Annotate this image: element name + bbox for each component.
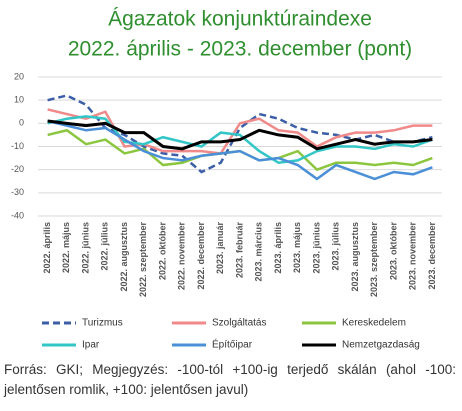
x-tick-label: 2023. május (292, 222, 302, 273)
footnote: Forrás: GKI; Megjegyzés: -100-tól +100-i… (4, 362, 456, 397)
y-tick-label: 10 (14, 95, 24, 105)
x-tick-label: 2022. augusztus (119, 222, 129, 292)
x-tick-label: 2023. július (331, 222, 341, 271)
y-tick-label: -10 (11, 141, 24, 151)
series-line (47, 119, 433, 181)
legend-label: Nemzetgazdaság (342, 340, 420, 351)
x-tick-label: 2022. december (196, 222, 206, 290)
x-tick-label: 2023. január (215, 222, 225, 275)
y-tick-label: 20 (14, 71, 24, 81)
x-tick-label: 2022. június (80, 222, 90, 274)
x-tick-label: 2022. szeptember (138, 222, 148, 298)
chart-subtitle: 2022. április - 2023. december (pont) (68, 38, 412, 61)
x-tick-label: 2022. április (42, 222, 52, 274)
y-tick-label: -30 (11, 187, 24, 197)
legend-label: Építőipar (212, 338, 253, 351)
x-tick-label: 2023. március (254, 222, 264, 282)
x-tick-label: 2023. február (234, 222, 244, 279)
x-tick-label: 2023. szeptember (369, 222, 379, 298)
legend-label: Turizmus (82, 318, 123, 329)
y-tick-label: 0 (19, 118, 24, 128)
series-line (47, 108, 433, 155)
series-line (47, 94, 433, 174)
x-tick-label: 2023. október (388, 222, 398, 281)
x-tick-label: 2022. július (100, 222, 110, 271)
x-tick-label: 2023. december (427, 222, 437, 290)
y-tick-label: -20 (11, 164, 24, 174)
y-tick-label: -40 (11, 210, 24, 220)
series-line (47, 119, 433, 151)
chart-title: Ágazatok konjunktúraindexe (108, 8, 372, 31)
legend-label: Szolgáltatás (212, 318, 266, 329)
x-tick-label: 2023. április (273, 222, 283, 274)
x-tick-label: 2022. május (61, 222, 71, 273)
chart: Ágazatok konjunktúraindexe 2022. április… (11, 8, 442, 351)
x-tick-label: 2023. augusztus (350, 222, 360, 292)
legend-label: Ipar (82, 340, 100, 351)
x-tick-label: 2022. október (157, 222, 167, 281)
x-tick-label: 2022. november (177, 222, 187, 291)
legend-label: Kereskedelem (342, 318, 406, 329)
x-tick-label: 2023. november (408, 222, 418, 291)
x-tick-label: 2023. június (311, 222, 321, 274)
